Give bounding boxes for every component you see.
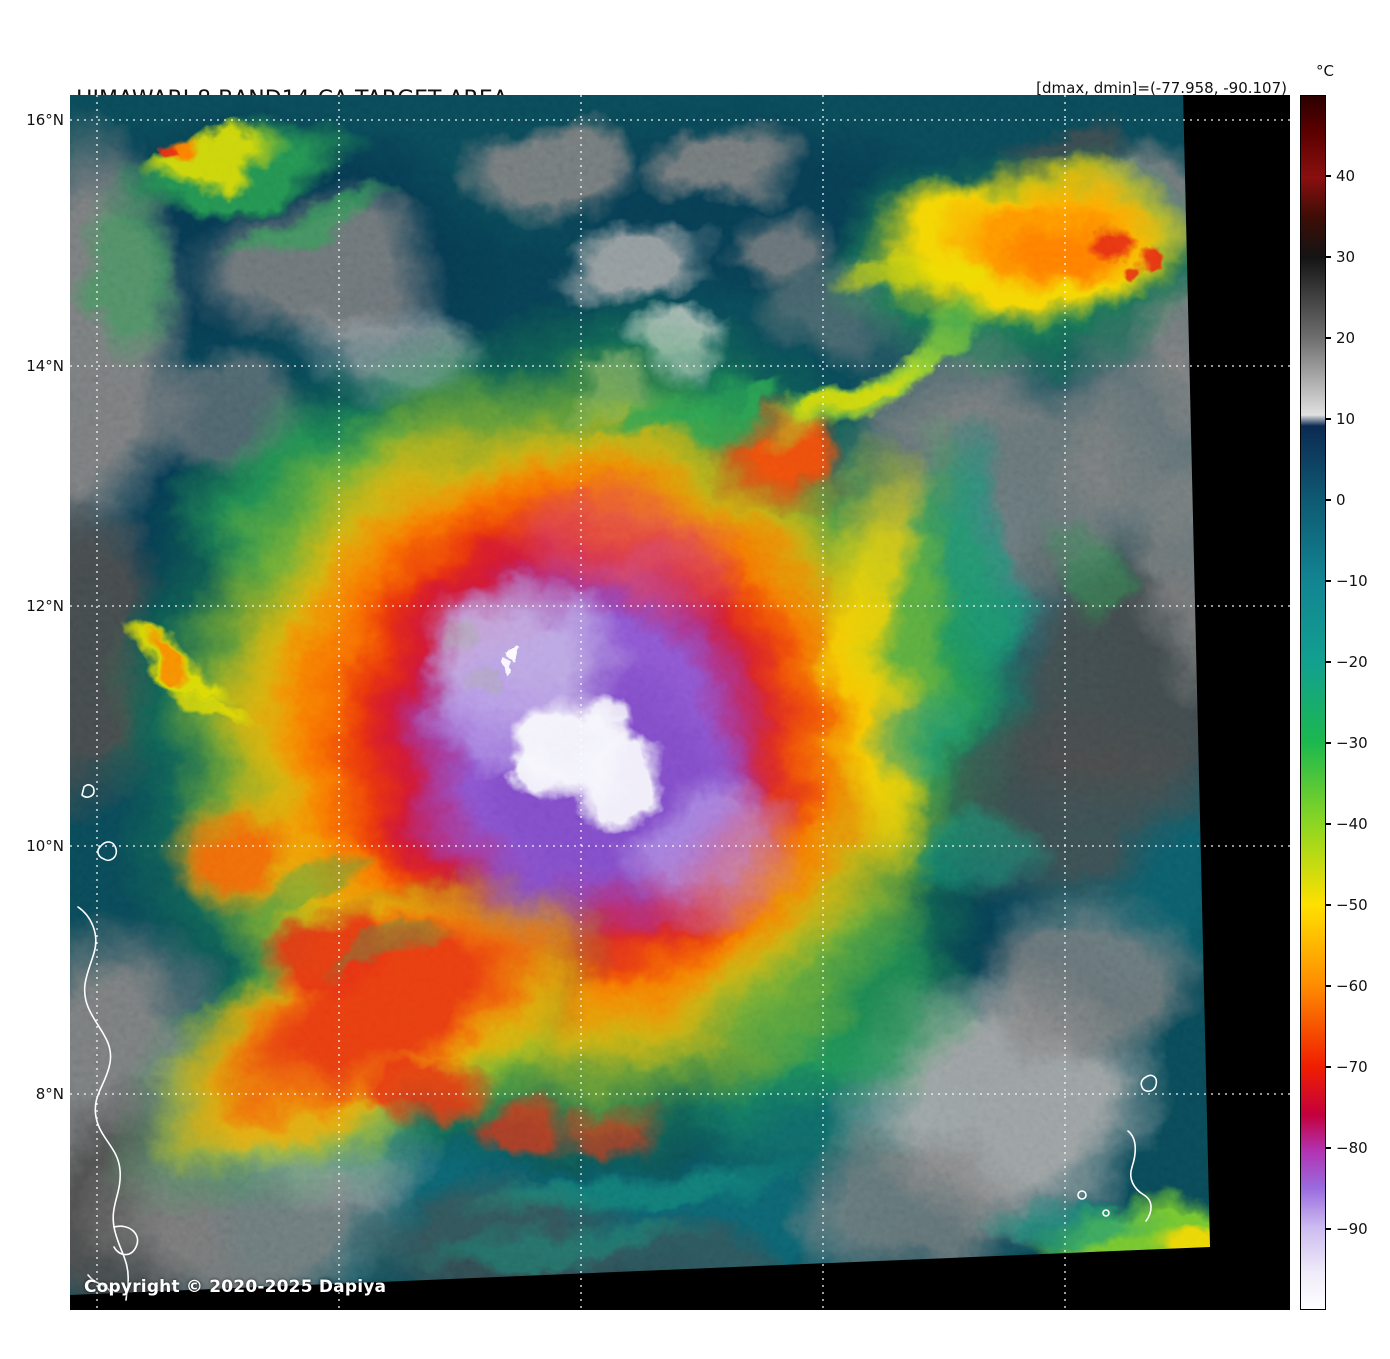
- lat-tick-label: 10°N: [26, 837, 64, 855]
- lat-tick-label: 14°N: [26, 357, 64, 375]
- colorbar: 40 30 20 10 0 −10 −20 −30 −40 −50 −60 −70 −80 −90: [1300, 95, 1390, 1310]
- colorbar-tick-mark: [1326, 823, 1331, 825]
- colorbar-tick-label: 10: [1336, 410, 1356, 428]
- colorbar-tick-mark: [1326, 904, 1331, 906]
- colorbar-tick-mark: [1326, 499, 1331, 501]
- colorbar-tick-mark: [1326, 1066, 1331, 1068]
- colorbar-tick-mark: [1326, 661, 1331, 663]
- colorbar-tick-label: −30: [1336, 733, 1368, 752]
- satellite-image: [70, 95, 1290, 1310]
- lat-axis: 16°N 14°N 12°N 10°N 8°N: [0, 95, 66, 1310]
- colorbar-tick-label: 0: [1336, 490, 1346, 509]
- lat-tick-label: 12°N: [26, 597, 64, 615]
- coastlines: [77, 784, 1158, 1301]
- colorbar-tick-mark: [1326, 256, 1331, 258]
- colorbar-tick-label: 30: [1336, 247, 1356, 266]
- colorbar-tick-mark: [1326, 742, 1331, 744]
- colorbar-gradient: [1300, 95, 1326, 1310]
- lat-tick-label: 8°N: [35, 1085, 64, 1103]
- colorbar-tick-label: −50: [1336, 896, 1368, 914]
- colorbar-tick-mark: [1326, 418, 1331, 420]
- colorbar-tick-label: −40: [1336, 815, 1368, 833]
- colorbar-tick-mark: [1326, 1228, 1331, 1230]
- colorbar-tick-label: 40: [1336, 167, 1356, 185]
- colorbar-tick-label: −60: [1336, 976, 1368, 995]
- colorbar-ticks: 40 30 20 10 0 −10 −20 −30 −40 −50 −60 −70 −80 −90: [1300, 95, 1390, 1310]
- colorbar-tick-label: −90: [1336, 1219, 1368, 1238]
- colorbar-tick-label: −10: [1336, 572, 1368, 590]
- colorbar-tick-label: 20: [1336, 329, 1356, 347]
- lat-tick-label: 16°N: [26, 111, 64, 129]
- image-grain: [70, 95, 1210, 1295]
- satellite-map: Copyright © 2020-2025 Dapiya: [70, 95, 1290, 1310]
- colorbar-unit-label: °C: [1316, 62, 1334, 80]
- lon-axis: 126°E128°E130°E132°E134°E: [70, 95, 1290, 1355]
- copyright-watermark: Copyright © 2020-2025 Dapiya: [84, 1277, 387, 1297]
- grid-lines: [70, 95, 1290, 1310]
- dmax-dmin-readout: [dmax, dmin]=(-77.958, -90.107): [1036, 79, 1287, 97]
- colorbar-tick-label: −80: [1336, 1139, 1368, 1157]
- colorbar-tick-label: −20: [1336, 653, 1368, 671]
- colorbar-tick-mark: [1326, 580, 1331, 582]
- data-swath: [70, 95, 1210, 1295]
- colorbar-tick-mark: [1326, 985, 1331, 987]
- colorbar-tick-mark: [1326, 1147, 1331, 1149]
- colorbar-tick-mark: [1326, 337, 1331, 339]
- colorbar-tick-mark: [1326, 175, 1331, 177]
- colorbar-tick-label: −70: [1336, 1058, 1368, 1076]
